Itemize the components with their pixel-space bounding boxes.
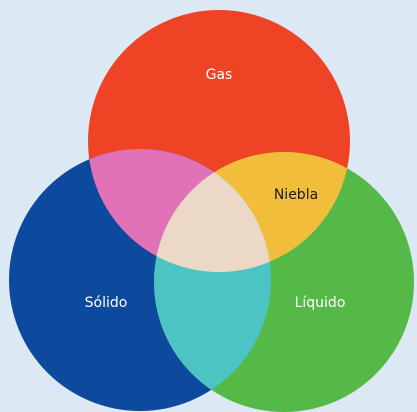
center-overlap-group xyxy=(154,152,271,272)
center-overlap xyxy=(154,152,271,272)
set-label: Gas xyxy=(206,67,233,83)
set-label: Sólido xyxy=(85,295,128,311)
intersection-label: Niebla xyxy=(274,187,318,203)
set-label: Líquido xyxy=(295,295,346,311)
